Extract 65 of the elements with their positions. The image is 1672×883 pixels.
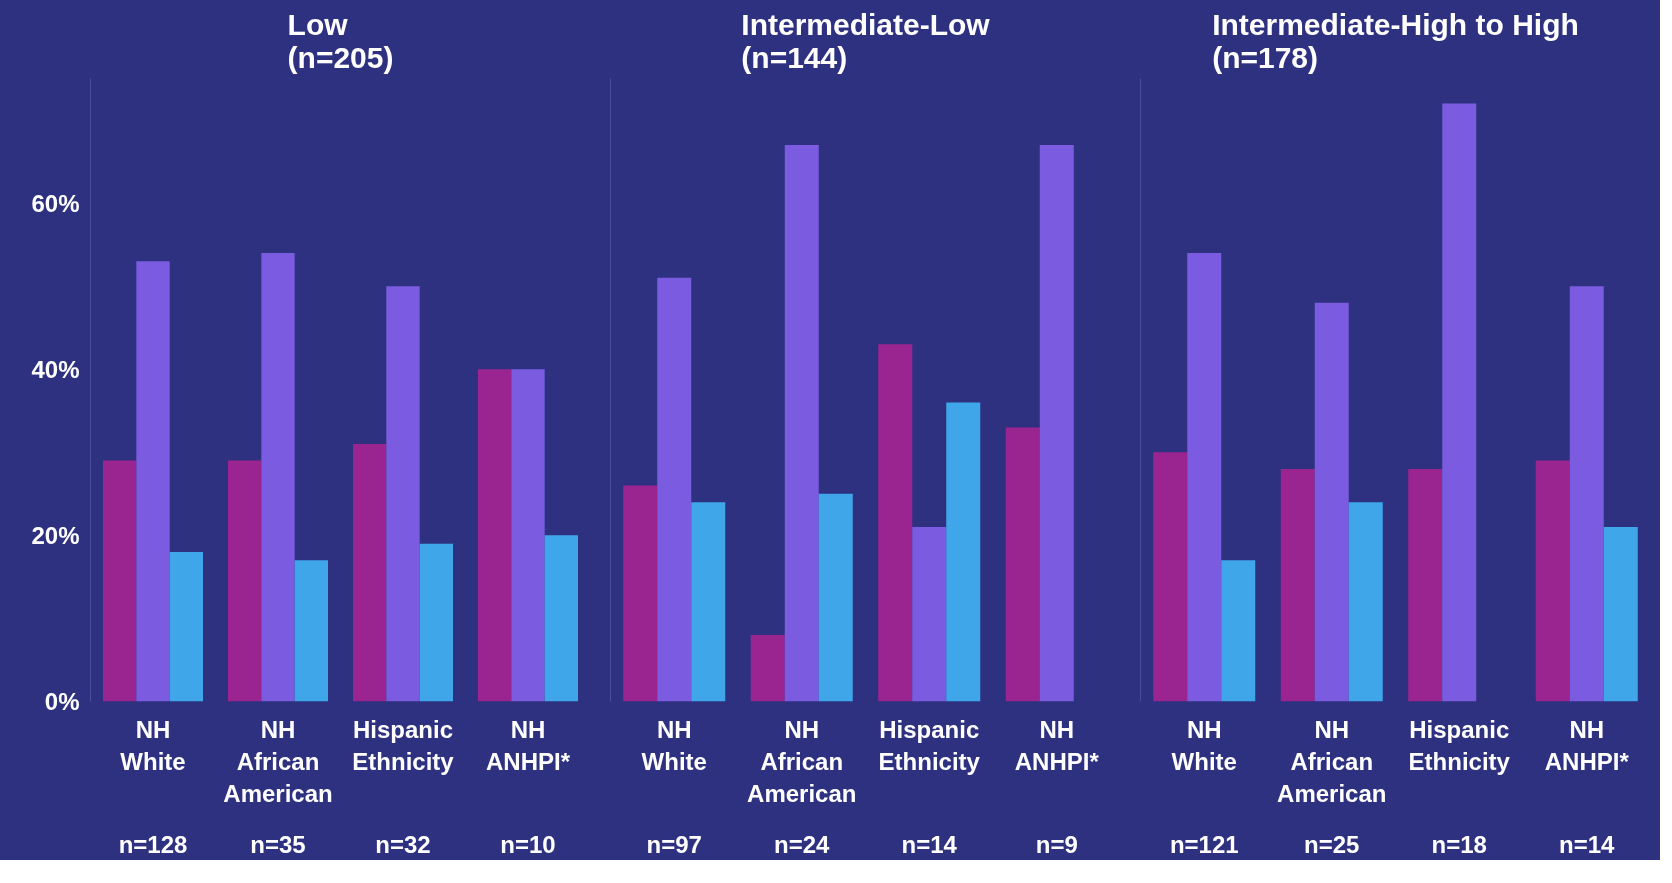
bar (544, 535, 578, 702)
bar (353, 443, 387, 702)
x-tick-label: Hispanic Ethnicity (352, 715, 455, 775)
bar (1348, 502, 1383, 702)
x-tick-label: NH ANHPI* (485, 715, 571, 775)
bar (1221, 560, 1256, 702)
text: n=128 (118, 830, 188, 858)
text: n=121 (1169, 830, 1239, 858)
bar (261, 252, 295, 702)
bar (228, 460, 262, 702)
y-tick-label: 0% (44, 688, 80, 715)
bar (1153, 452, 1188, 702)
bar (1039, 144, 1074, 702)
bar (1408, 468, 1443, 702)
x-tick-label: NH African American (1277, 715, 1387, 808)
x-tick-label: NH African American (223, 715, 333, 808)
chart-title: Intermediate-Low (n=144) (741, 7, 991, 74)
bar (1005, 427, 1040, 702)
text: n=14 (1559, 830, 1616, 858)
y-tick-label: 60% (31, 189, 80, 217)
bar (1314, 302, 1349, 702)
bar (169, 551, 203, 702)
y-tick-label: 20% (31, 521, 80, 549)
bar (623, 485, 658, 702)
bar (136, 261, 170, 702)
text: n=14 (901, 830, 958, 858)
bar (750, 635, 785, 702)
bar (946, 402, 981, 702)
bar (419, 543, 453, 702)
text: n=25 (1304, 830, 1360, 858)
x-tick-label: NH White (120, 715, 186, 775)
bar (1280, 468, 1315, 702)
x-tick-label: NH White (641, 715, 707, 775)
x-tick-label: NH White (1171, 715, 1237, 775)
bar (1569, 286, 1604, 702)
text: n=35 (250, 830, 306, 858)
text: n=24 (774, 830, 831, 858)
bar (478, 369, 512, 702)
bar (784, 144, 819, 702)
bar (511, 369, 545, 702)
bar (1187, 252, 1222, 702)
bar (912, 527, 947, 702)
x-tick-label: Hispanic Ethnicity (1408, 715, 1511, 775)
bar (386, 286, 420, 702)
text: n=97 (646, 830, 702, 858)
bar (103, 460, 137, 702)
chart-title: Low (n=205) (287, 7, 394, 74)
text: n=10 (500, 830, 556, 858)
text: n=32 (375, 830, 431, 858)
bar (691, 502, 726, 702)
x-tick-label: Hispanic Ethnicity (878, 715, 981, 775)
x-tick-label: NH ANHPI* (1544, 715, 1630, 775)
x-tick-label: NH ANHPI* (1014, 715, 1100, 775)
bar (294, 560, 328, 702)
bar (1603, 527, 1638, 702)
y-tick-label: 40% (31, 355, 80, 383)
x-tick-label: NH African American (747, 715, 857, 808)
bar (878, 344, 913, 702)
bar (818, 493, 853, 702)
bar (1442, 103, 1477, 702)
text: n=18 (1431, 830, 1487, 858)
bar (657, 277, 692, 702)
text: n=9 (1035, 830, 1078, 858)
chart-title: Intermediate-High to High (n=178) (1212, 7, 1579, 74)
bar (1535, 460, 1570, 702)
